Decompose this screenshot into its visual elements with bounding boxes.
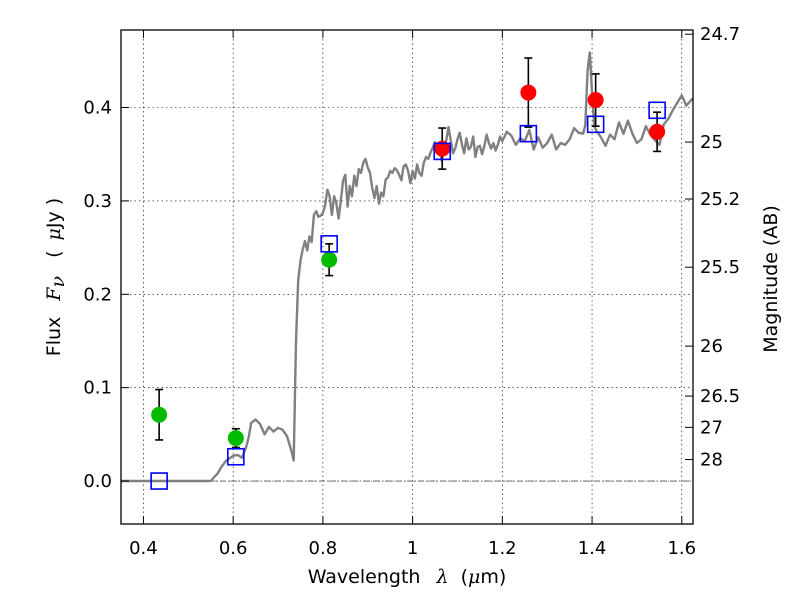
model-flux-square: [648, 101, 666, 120]
model-flux-square: [320, 235, 338, 253]
nir-photometry-point: [520, 84, 537, 101]
x-axis-label: Wavelength λ (μm): [308, 566, 507, 588]
x-axis-label-unit: m): [480, 566, 506, 588]
y-tick-label: 0.2: [83, 284, 112, 305]
y-axis-label-paren: (: [43, 250, 65, 257]
x-axis-label-paren: (: [461, 566, 468, 588]
nir-photometry-point: [649, 123, 666, 140]
x-tick-label: 0.6: [219, 538, 248, 559]
y-axis-label-text: Flux: [43, 317, 65, 357]
x-axis-label-text: Wavelength: [308, 566, 421, 588]
x-tick-label: 1.6: [667, 538, 696, 559]
right-tick-label: 26.5: [700, 386, 740, 407]
y-tick-label: 0.0: [83, 471, 112, 492]
x-axis-label-mu: μ: [468, 566, 480, 588]
y-axis-label-nu: ν: [47, 276, 69, 288]
right-tick-label: 28: [700, 450, 723, 471]
plot-frame: [120, 29, 694, 525]
y-axis-label-unit: Jy ): [43, 198, 65, 229]
right-tick-label: 24.7: [700, 24, 740, 45]
optical-photometry-point: [151, 406, 168, 423]
right-tick-label: 25: [700, 132, 723, 153]
optical-photometry-point: [227, 430, 244, 447]
x-tick-label: 1.4: [578, 538, 607, 559]
right-tick-label: 27: [700, 417, 723, 438]
right-axis-label: Magnitude (AB): [760, 205, 782, 353]
model-spectrum-line: [121, 51, 694, 483]
x-tick-label: 0.4: [129, 538, 158, 559]
y-axis-label-F: F: [43, 287, 65, 302]
y-tick-label: 0.3: [83, 191, 112, 212]
right-tick-label: 25.5: [700, 257, 740, 278]
right-tick-label: 26: [700, 336, 723, 357]
x-axis-label-lambda: λ: [435, 566, 448, 588]
nir-photometry-point: [587, 92, 604, 109]
model-flux-square: [433, 142, 452, 161]
optical-photometry-point: [321, 251, 338, 268]
y-tick-label: 0.1: [83, 378, 112, 399]
model-flux-square: [519, 124, 538, 143]
tick-labels: 0.4 0.6 0.8 1 1.2 1.4 1.6 0.0 0.1 0.2 0.3 0.4 24.7 25…: [83, 24, 740, 559]
model-flux-square: [586, 115, 605, 134]
grid: [121, 30, 693, 524]
x-tick-label: 1.2: [488, 538, 517, 559]
x-tick-label: 1: [407, 538, 418, 559]
ticks: [121, 30, 693, 524]
y-tick-label: 0.4: [83, 98, 112, 119]
y-axis-label: Flux Fν ( μJy ): [43, 198, 69, 356]
model-spectrum-layer: [121, 51, 694, 483]
x-tick-label: 0.8: [309, 538, 338, 559]
model-flux-layer: [150, 101, 666, 490]
y-axis-label-mu: μ: [43, 228, 65, 240]
right-tick-label: 25.2: [700, 189, 740, 210]
model-flux-square: [150, 472, 168, 490]
model-flux-square: [227, 447, 245, 466]
